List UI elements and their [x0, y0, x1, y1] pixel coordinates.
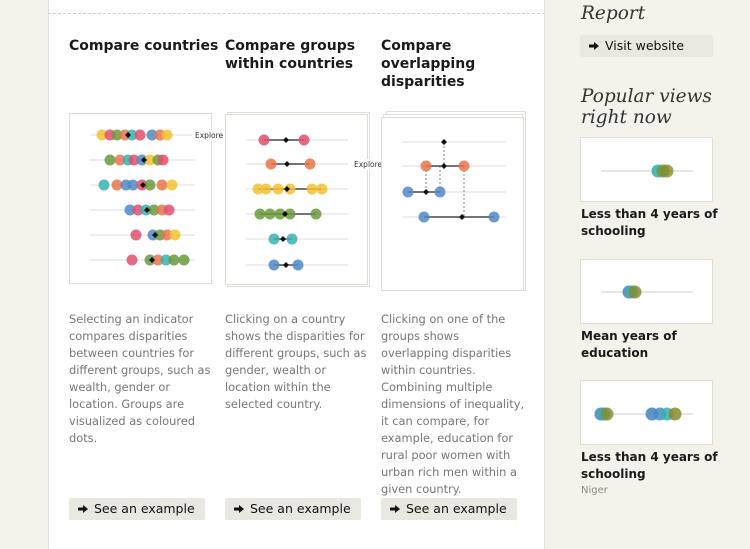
- column-title: Compare groups within countries: [225, 38, 356, 72]
- popular-view-card[interactable]: [580, 380, 713, 445]
- preview-card-countries[interactable]: [69, 113, 212, 284]
- popular-view-label[interactable]: Mean years of education: [581, 329, 677, 360]
- popular-view-label[interactable]: Less than 4 years of schooling: [581, 450, 718, 481]
- visit-website-button[interactable]: Visit website: [580, 35, 713, 57]
- popular-view-thumbnail: [594, 407, 693, 421]
- report-heading: Report: [581, 3, 646, 24]
- popular-view-label[interactable]: Less than 4 years of schooling: [581, 207, 718, 238]
- button-label: See an example: [94, 501, 195, 516]
- popular-view-country: Niger: [581, 485, 608, 496]
- column-title: Compare countries: [69, 38, 219, 54]
- arrow-right-icon: [234, 505, 244, 513]
- top-divider: [48, 13, 545, 14]
- overlapping-thumbnail: [402, 139, 506, 223]
- arrow-right-icon: [390, 505, 400, 513]
- popular-view-card[interactable]: [580, 137, 713, 202]
- explore-label: Explore: [195, 131, 224, 140]
- see-example-button[interactable]: See an example: [69, 498, 205, 520]
- countries-thumbnail: [90, 129, 195, 266]
- see-example-button[interactable]: See an example: [225, 498, 361, 520]
- column-title: Compare overlapping disparities: [381, 38, 476, 90]
- button-label: See an example: [250, 501, 351, 516]
- popular-views-heading: Popular views right now: [581, 86, 712, 128]
- see-example-button[interactable]: See an example: [381, 498, 517, 520]
- column-overlapping-disparities: Compare overlapping disparities Clicking…: [381, 37, 531, 520]
- button-label: See an example: [406, 501, 507, 516]
- arrow-right-icon: [589, 42, 599, 50]
- column-compare-groups: Compare groups within countries Clicking…: [225, 37, 375, 520]
- preview-card-groups[interactable]: [225, 114, 368, 285]
- column-compare-countries: Compare countries Selecting an indicator…: [69, 37, 219, 520]
- column-description: Clicking on one of the groups shows over…: [381, 312, 525, 496]
- groups-thumbnail: [246, 134, 348, 271]
- preview-card-overlapping[interactable]: [381, 117, 524, 291]
- button-label: Visit website: [605, 38, 685, 53]
- explore-label: Explore: [354, 160, 383, 169]
- column-description: Clicking on a country shows the disparit…: [225, 312, 367, 411]
- arrow-right-icon: [78, 505, 88, 513]
- column-description: Selecting an indicator compares disparit…: [69, 312, 211, 445]
- popular-view-thumbnail: [601, 285, 693, 299]
- popular-view-thumbnail: [601, 164, 693, 178]
- popular-view-card[interactable]: [580, 259, 713, 324]
